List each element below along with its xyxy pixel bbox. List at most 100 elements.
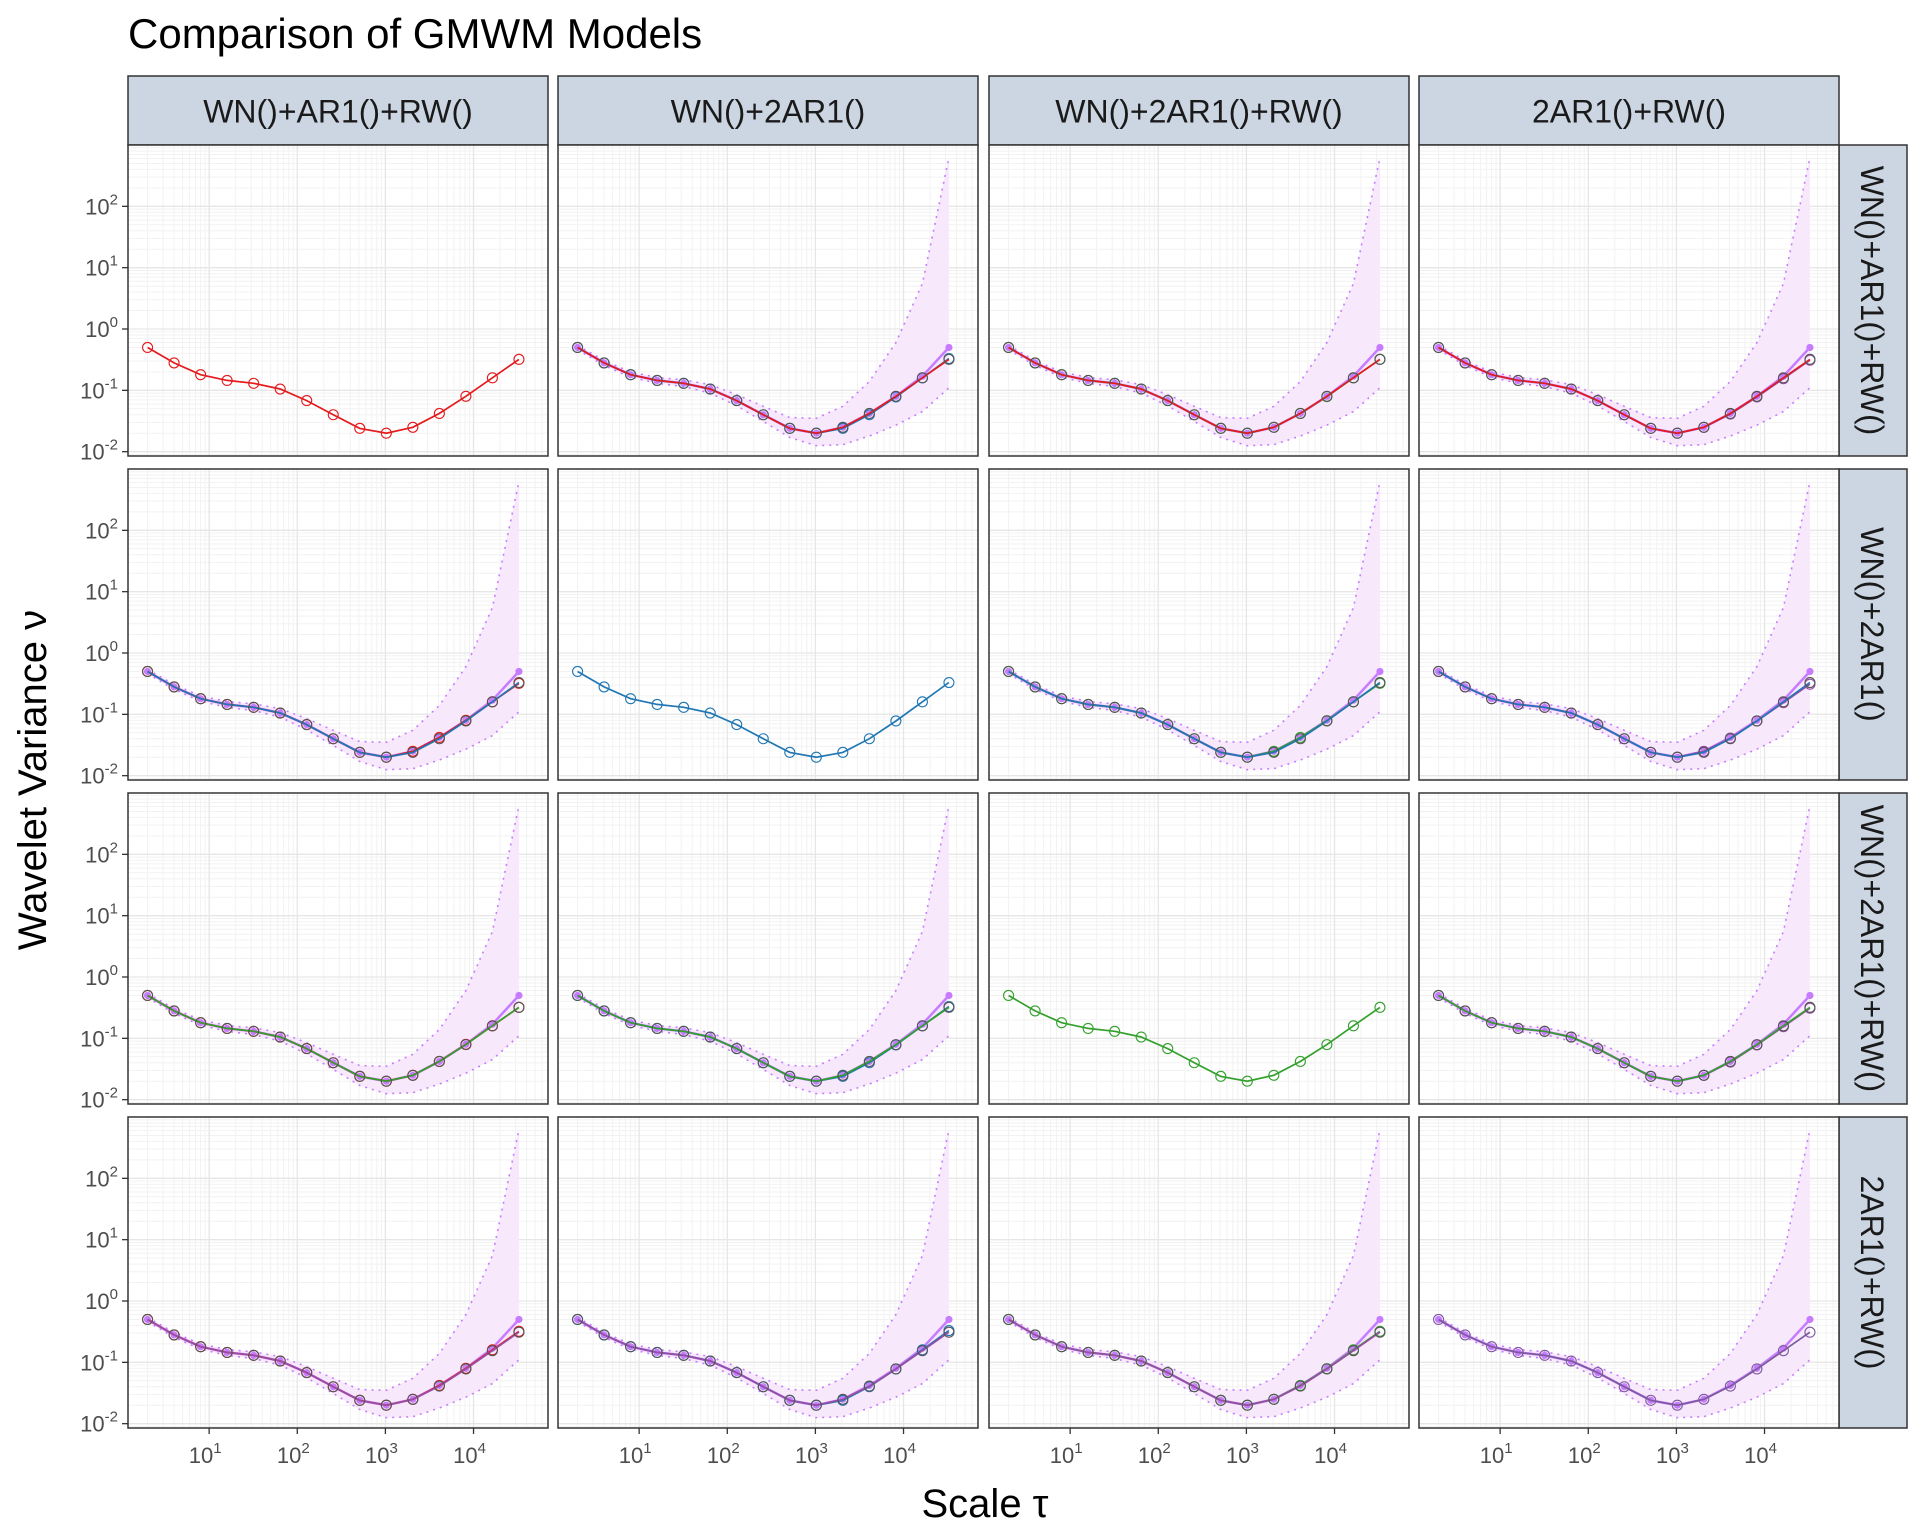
model-fit-point bbox=[1618, 1381, 1630, 1393]
panel-border bbox=[127, 468, 549, 781]
model-fit-point bbox=[704, 1031, 716, 1043]
model-fit-point bbox=[248, 1025, 260, 1037]
model-fit-point bbox=[837, 1069, 849, 1081]
model-fit-point bbox=[1056, 369, 1068, 381]
model-fit-point bbox=[486, 372, 498, 384]
model-fit-point bbox=[1294, 1380, 1306, 1392]
model-fit-point bbox=[1135, 383, 1147, 395]
x-tick-label: 101 bbox=[1050, 1440, 1083, 1468]
empirical-point bbox=[1004, 343, 1013, 352]
ci-ribbon bbox=[577, 157, 949, 446]
model-fit-point bbox=[354, 746, 366, 758]
model-fit-point bbox=[1433, 665, 1445, 678]
y-tick-label: 102 bbox=[85, 515, 118, 543]
model-fit-point bbox=[1321, 1039, 1333, 1051]
panel-border bbox=[988, 792, 1410, 1105]
panel-border bbox=[557, 144, 979, 457]
model-fit-point bbox=[168, 1005, 180, 1017]
ci-upper-line bbox=[1438, 1129, 1811, 1392]
model-fit-point bbox=[1777, 372, 1789, 384]
model-fit-point bbox=[1539, 1349, 1551, 1361]
model-fit-point bbox=[784, 1070, 796, 1082]
empirical-point bbox=[143, 1315, 152, 1324]
x-axis-title: Scale τ bbox=[922, 1482, 1049, 1526]
model-fit-point bbox=[1433, 1313, 1445, 1326]
model-fit-point bbox=[1374, 353, 1386, 365]
model-fit-point bbox=[301, 395, 313, 407]
model-fit-point bbox=[1082, 1022, 1094, 1034]
model-fit-point bbox=[327, 1381, 339, 1393]
model-fit-point bbox=[1109, 1025, 1121, 1037]
model-fit-point bbox=[1215, 746, 1227, 758]
ci-ribbon bbox=[147, 805, 519, 1094]
model-fit-point bbox=[195, 693, 207, 705]
model-fit-point bbox=[433, 1380, 445, 1392]
model-fit-point bbox=[916, 1020, 928, 1032]
model-fit-point bbox=[651, 1022, 663, 1034]
model-fit-point bbox=[810, 427, 822, 439]
model-fit-point bbox=[1347, 696, 1359, 708]
model-fit-line bbox=[577, 1318, 950, 1407]
model-fit-point bbox=[1029, 1005, 1041, 1017]
model-fit-point bbox=[598, 681, 610, 693]
model-fit-point bbox=[1645, 422, 1657, 434]
model-fit-point bbox=[598, 1005, 610, 1017]
model-fit-point bbox=[863, 733, 875, 745]
model-fit-line bbox=[147, 670, 520, 759]
facet-panel: 10-2 10-1 100 101 102 bbox=[80, 468, 549, 789]
model-fit-point bbox=[1294, 1055, 1306, 1067]
facet-panel bbox=[988, 792, 1410, 1105]
model-fit-point bbox=[1056, 693, 1068, 705]
ci-upper-line bbox=[577, 1129, 950, 1392]
model-fit-line bbox=[1438, 346, 1811, 435]
model-fit-point bbox=[407, 746, 419, 758]
model-fit-point bbox=[221, 1022, 233, 1034]
model-fit-point bbox=[1671, 1075, 1683, 1087]
model-fit-point bbox=[625, 369, 637, 381]
model-fit-point bbox=[513, 676, 525, 689]
model-fit-point bbox=[433, 733, 445, 745]
model-fit-point bbox=[513, 1326, 525, 1338]
model-fit-point bbox=[1539, 377, 1551, 389]
x-tick-label: 102 bbox=[277, 1440, 310, 1468]
model-fit-point bbox=[1751, 1039, 1763, 1051]
x-tick-label: 103 bbox=[795, 1440, 828, 1468]
x-tick-label: 102 bbox=[707, 1440, 740, 1468]
empirical-point bbox=[1349, 372, 1358, 380]
y-tick-label: 101 bbox=[85, 253, 118, 281]
model-fit-point bbox=[757, 1057, 769, 1069]
model-fit-line bbox=[1438, 670, 1811, 759]
model-fit-point bbox=[1698, 1069, 1710, 1081]
empirical-point bbox=[1806, 991, 1814, 1000]
model-fit-point bbox=[142, 341, 154, 354]
model-fit-line bbox=[577, 670, 950, 759]
model-fit-point bbox=[1565, 707, 1577, 719]
model-fit-point bbox=[195, 369, 207, 381]
y-tick-label: 100 bbox=[85, 962, 118, 990]
model-fit-point bbox=[1374, 1001, 1386, 1013]
model-fit-point bbox=[1188, 409, 1200, 421]
model-fit-point bbox=[1241, 1399, 1253, 1411]
model-fit-point bbox=[168, 1329, 180, 1341]
panel-border bbox=[988, 468, 1410, 781]
model-fit-line bbox=[1008, 994, 1381, 1083]
model-fit-point bbox=[1433, 989, 1445, 1002]
model-fit-point bbox=[1374, 676, 1386, 689]
model-fit-point bbox=[810, 1399, 822, 1411]
model-fit-point bbox=[598, 1329, 610, 1341]
model-fit-point bbox=[327, 1057, 339, 1069]
ci-upper-line bbox=[1008, 1129, 1381, 1392]
row-strip bbox=[1838, 468, 1908, 781]
model-fit-point bbox=[1512, 1346, 1524, 1358]
model-fit-point bbox=[248, 1349, 260, 1361]
model-fit-point bbox=[1751, 1363, 1763, 1375]
model-fit-point bbox=[678, 1349, 690, 1361]
empirical-point bbox=[1434, 667, 1443, 676]
model-fit-point bbox=[863, 407, 875, 419]
x-tick-label: 101 bbox=[189, 1440, 222, 1468]
model-fit-point bbox=[1645, 746, 1657, 758]
model-fit-line bbox=[1438, 994, 1811, 1083]
panel-border bbox=[1418, 1116, 1840, 1429]
facet-panel bbox=[1418, 792, 1840, 1105]
empirical-point bbox=[918, 1020, 927, 1028]
